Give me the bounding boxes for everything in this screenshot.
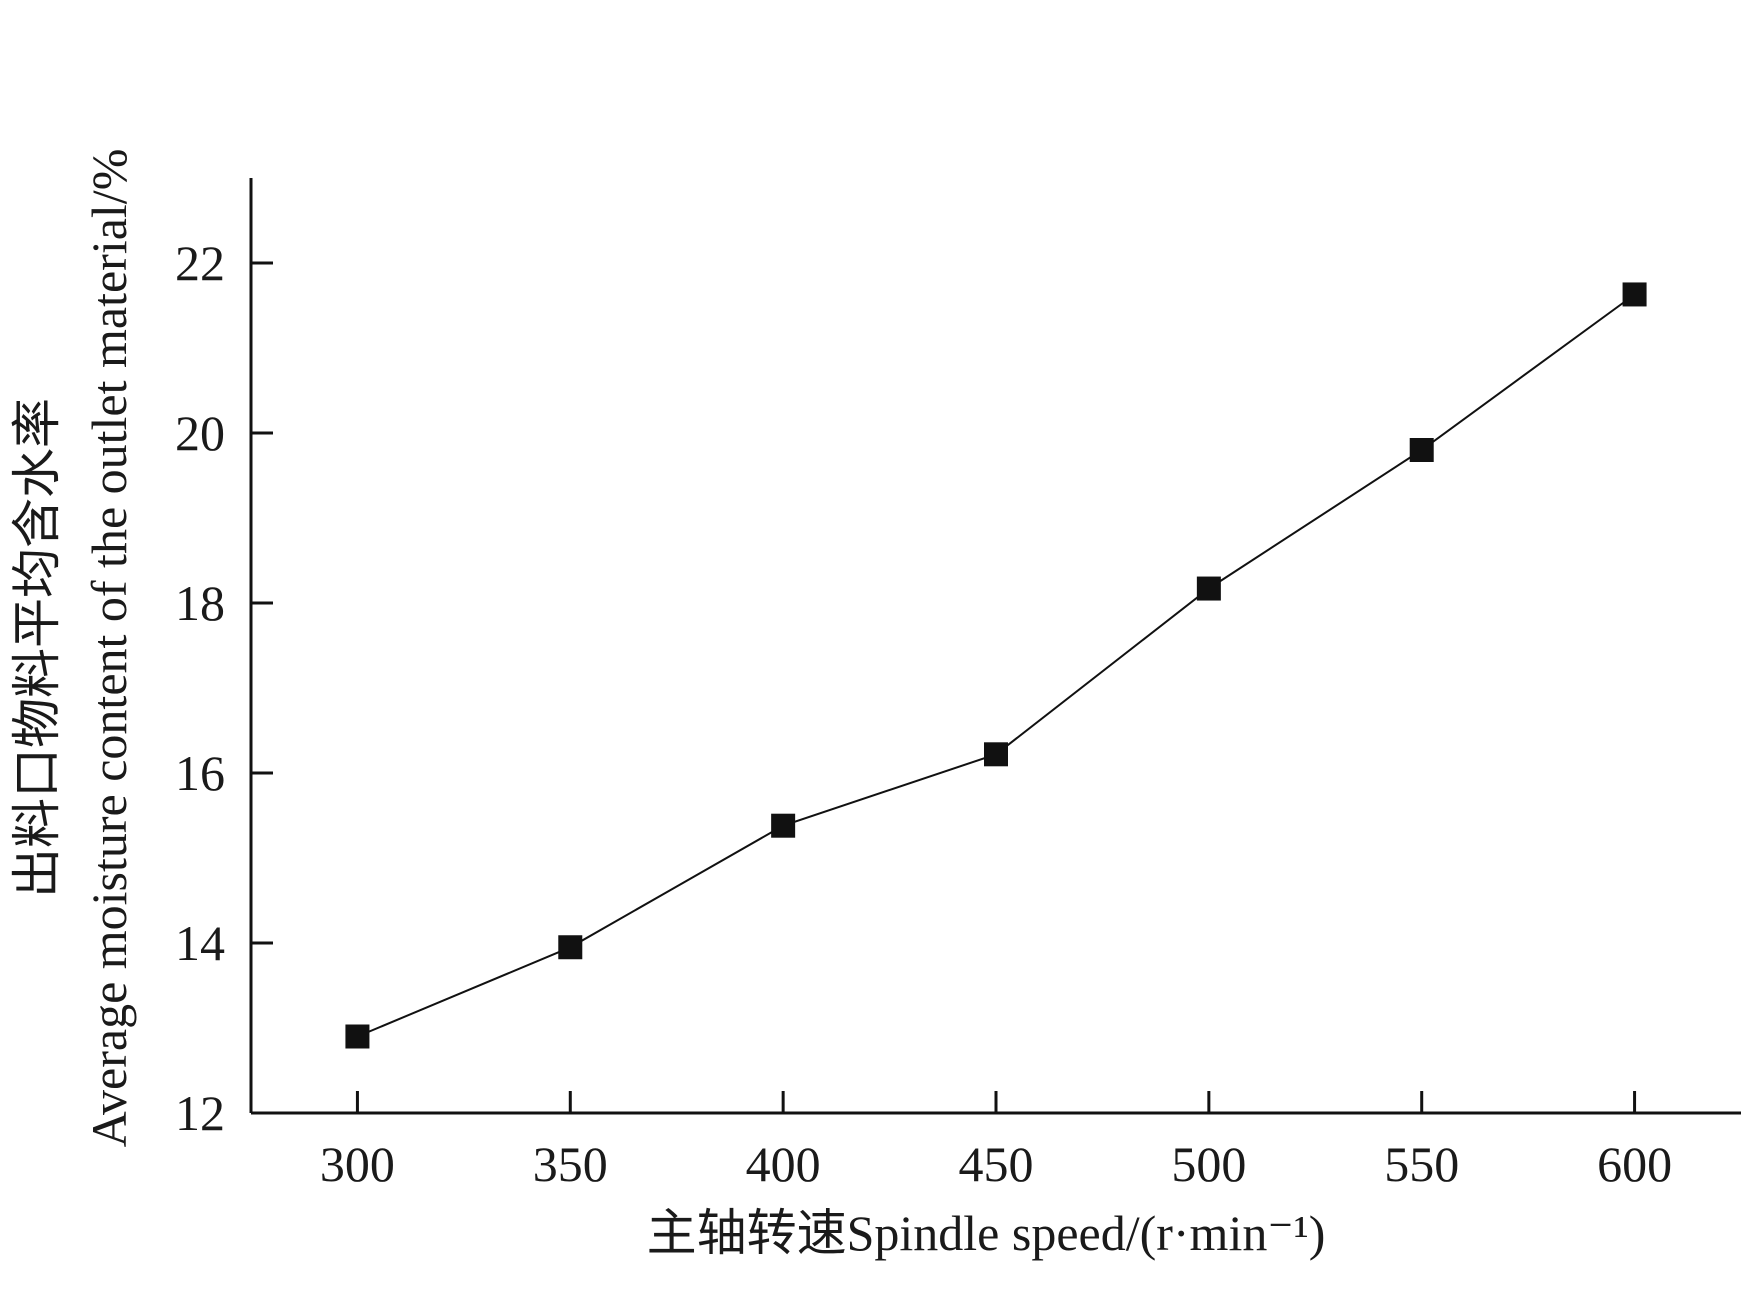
data-point-marker xyxy=(1196,576,1221,601)
series-group xyxy=(345,282,1647,1049)
data-point-marker xyxy=(1409,438,1434,462)
x-tick-label: 600 xyxy=(1597,1136,1672,1192)
y-tick-label: 16 xyxy=(175,745,225,801)
y-axis-ticks: 12 14 16 18 20 22 xyxy=(175,235,273,1141)
x-tick-label: 400 xyxy=(746,1136,821,1192)
x-tick-label: 500 xyxy=(1171,1136,1246,1192)
y-tick-label: 12 xyxy=(175,1085,225,1141)
series-line xyxy=(357,293,1636,1038)
x-axis-ticks: 300 350 400 450 500 550 600 xyxy=(320,1091,1672,1192)
x-tick-label: 300 xyxy=(320,1136,395,1192)
y-tick-label: 22 xyxy=(175,235,225,291)
data-point-marker xyxy=(984,742,1008,767)
y-axis-title-en: Average moisture content of the outlet m… xyxy=(81,149,137,1148)
x-tick-label: 450 xyxy=(959,1136,1034,1192)
data-point-marker xyxy=(771,813,796,838)
data-point-marker xyxy=(558,935,583,960)
y-axis-title: 出料口物料平均含水率 Average moisture content of t… xyxy=(9,149,137,1148)
data-point-marker xyxy=(1622,282,1647,307)
y-tick-label: 20 xyxy=(175,405,225,461)
x-tick-label: 550 xyxy=(1384,1136,1459,1192)
y-axis-title-cn: 出料口物料平均含水率 xyxy=(9,398,65,898)
data-point-marker xyxy=(345,1024,370,1049)
y-tick-label: 14 xyxy=(175,915,225,971)
x-tick-label: 350 xyxy=(533,1136,608,1192)
axes xyxy=(249,178,1741,1115)
y-tick-label: 18 xyxy=(175,575,225,631)
x-axis-title: 主轴转速Spindle speed/(r·min⁻¹) xyxy=(647,1205,1326,1261)
